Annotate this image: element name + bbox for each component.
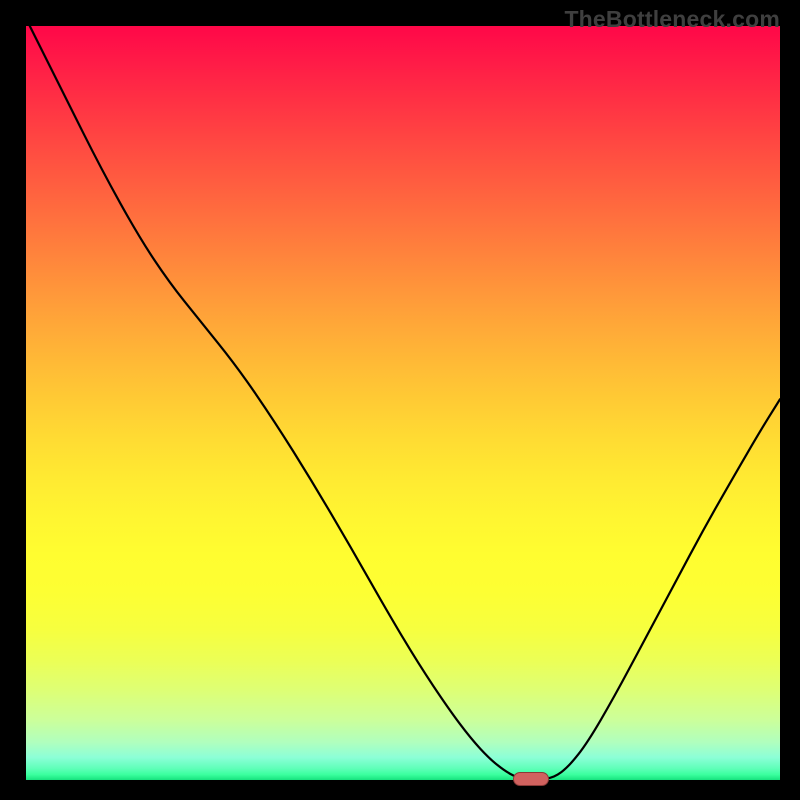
watermark-text: TheBottleneck.com <box>564 6 780 33</box>
bottleneck-curve <box>30 26 780 779</box>
plot-area <box>26 26 780 780</box>
curve-svg <box>26 26 780 780</box>
chart-container: TheBottleneck.com <box>0 0 800 800</box>
minimum-marker <box>513 772 549 786</box>
